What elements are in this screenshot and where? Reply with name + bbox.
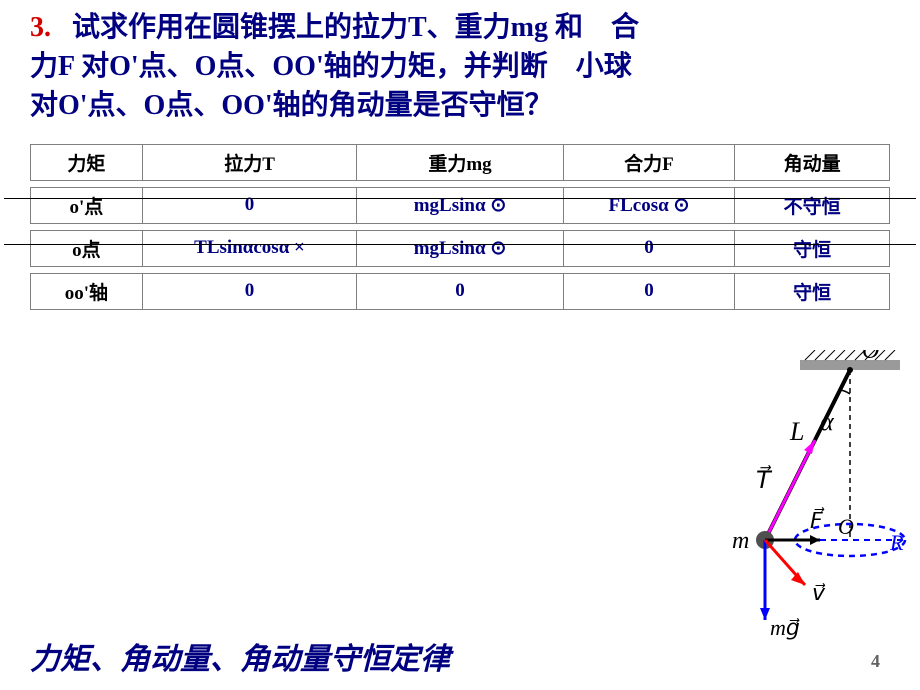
label-oprime: O'	[862, 350, 885, 364]
label-T: T⃗	[756, 465, 773, 494]
label-m: m	[732, 528, 749, 554]
cell-ooaxis-f: 0	[563, 273, 735, 309]
cell-oprime-t: 0	[142, 187, 357, 223]
hdr-tension: 拉力T	[142, 144, 357, 180]
hdr-torque: 力矩	[31, 144, 143, 180]
cell-o-t: TLsinαcosα ×	[142, 230, 357, 266]
table-row-o: o点 TLsinαcosα × mgLsinα ⊙ 0 守恒	[30, 230, 890, 267]
tension-arrowhead	[804, 440, 815, 454]
table-header: 力矩 拉力T 重力mg 合力F 角动量	[30, 144, 890, 181]
table-row-ooaxis: oo'轴 0 0 0 守恒	[30, 273, 890, 310]
cell-o-mg: mgLsinα ⊙	[357, 230, 563, 266]
hdr-netforce: 合力F	[563, 144, 735, 180]
page-number: 4	[871, 651, 880, 672]
cell-o-am: 守恒	[735, 230, 890, 266]
torque-tables: 力矩 拉力T 重力mg 合力F 角动量 o'点 0 mgLsinα ⊙ FLco…	[30, 144, 890, 310]
hdr-angmom: 角动量	[735, 144, 890, 180]
cell-oprime-mg: mgLsinα ⊙	[357, 187, 563, 223]
label-L: L	[789, 417, 804, 446]
rowlabel-o: o点	[31, 230, 143, 266]
tension-vector	[765, 440, 815, 540]
cell-ooaxis-t: 0	[142, 273, 357, 309]
question-line1: 试求作用在圆锥摆上的拉力T、重力mg 和 合	[72, 12, 639, 43]
label-mg: mg⃗	[770, 615, 800, 640]
rowlabel-oprime: o'点	[31, 187, 143, 223]
force-F-arrowhead	[810, 535, 820, 545]
label-O: O	[838, 514, 854, 539]
angle-arc	[840, 390, 850, 394]
cell-oprime-am: 不守恒	[735, 187, 890, 223]
velocity-arrowhead	[791, 572, 805, 585]
question-text: 3. 试求作用在圆锥摆上的拉力T、重力mg 和 合 力F 对O'点、O点、OO'…	[0, 0, 920, 126]
table-row-oprime: o'点 0 mgLsinα ⊙ FLcosα ⊙ 不守恒	[30, 187, 890, 224]
footer-title: 力矩、角动量、角动量守恒定律	[30, 634, 450, 678]
question-line3: 对O'点、O点、OO'轴的角动量是否守恒？	[30, 90, 553, 121]
rowlabel-ooaxis: oo'轴	[31, 273, 143, 309]
gravity-arrowhead	[760, 608, 770, 620]
label-R: R	[889, 530, 904, 555]
hdr-gravity: 重力mg	[357, 144, 563, 180]
question-line2: 力F 对O'点、O点、OO'轴的力矩，并判断 小球	[30, 51, 632, 82]
question-number: 3.	[30, 12, 51, 43]
cell-oprime-f: FLcosα ⊙	[563, 187, 735, 223]
label-v: v⃗	[812, 580, 826, 605]
cell-o-f: 0	[563, 230, 735, 266]
cell-ooaxis-mg: 0	[357, 273, 563, 309]
label-alpha: α	[820, 407, 835, 436]
cell-ooaxis-am: 守恒	[735, 273, 890, 309]
label-F: F⃗	[810, 507, 825, 533]
overlay-line-bottom	[4, 244, 916, 245]
pendulum-diagram: O' L α T⃗ m F⃗ O R mg⃗ v⃗	[660, 350, 910, 650]
overlay-line-top	[4, 198, 916, 199]
